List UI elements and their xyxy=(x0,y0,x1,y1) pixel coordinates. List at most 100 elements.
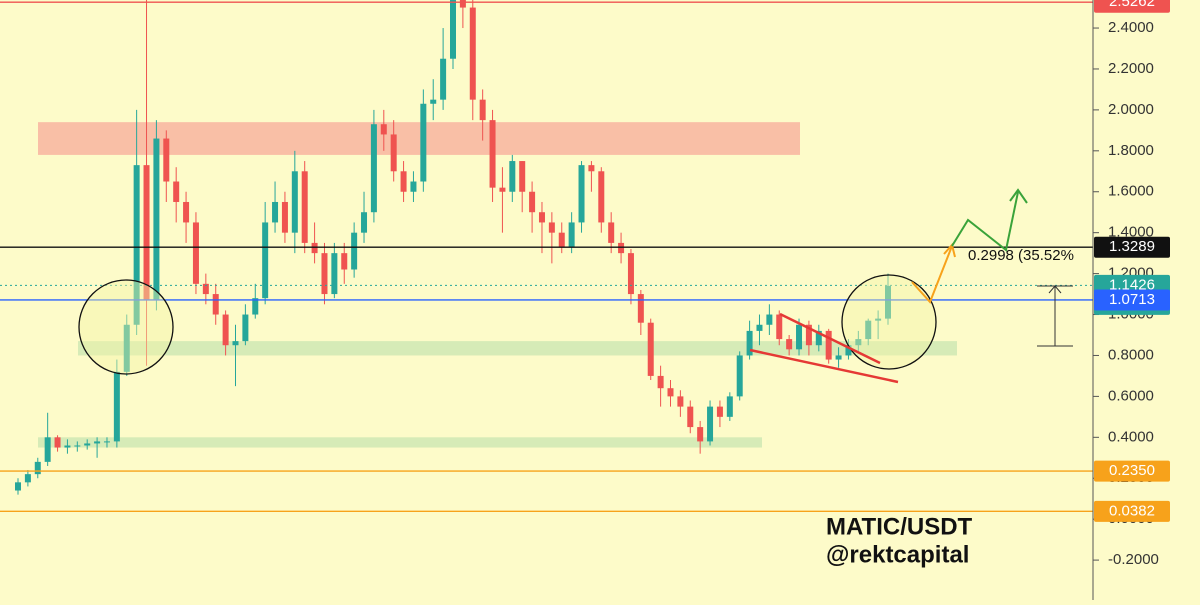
candle-body xyxy=(815,330,822,346)
candle-body xyxy=(281,201,288,233)
y-tick-label: 1.6000 xyxy=(1108,183,1154,200)
candle-body xyxy=(796,324,803,350)
highlight-circle xyxy=(841,274,937,370)
candle-body xyxy=(519,161,526,192)
candle-body xyxy=(716,406,723,417)
candle-body xyxy=(143,165,150,301)
candle-body xyxy=(509,161,516,192)
projection-arrow xyxy=(911,245,953,304)
candle-body xyxy=(558,232,565,247)
candle-body xyxy=(44,437,51,462)
chart-subtitle: @rektcapital xyxy=(826,541,969,568)
candle-body xyxy=(370,124,377,213)
price-badge xyxy=(1094,0,1170,13)
candle-body xyxy=(865,320,872,340)
candle-body xyxy=(756,324,763,331)
candle-body xyxy=(568,222,575,247)
candle-body xyxy=(805,324,812,346)
candle-body xyxy=(103,441,110,443)
candle-body xyxy=(450,0,456,59)
candle-body xyxy=(232,341,239,346)
measure-label: 0.2998 (35.52% xyxy=(968,247,1074,264)
candle-body xyxy=(529,191,536,213)
candle-body xyxy=(776,314,783,340)
candle-body xyxy=(341,253,348,270)
zone xyxy=(78,341,957,356)
price-badge-label: 2.5262 xyxy=(1109,0,1155,10)
candle-body xyxy=(64,445,71,448)
candle-body xyxy=(637,294,644,323)
candle-body xyxy=(469,7,476,100)
candle-body xyxy=(707,406,714,442)
candle-body xyxy=(420,103,427,182)
candle-body xyxy=(835,355,842,360)
price-badge xyxy=(1094,500,1170,522)
candle-body xyxy=(252,298,259,315)
candle-body xyxy=(618,242,625,254)
candle-body xyxy=(390,134,397,172)
candle-body xyxy=(173,181,180,202)
y-tick-label: 0.8000 xyxy=(1108,346,1154,363)
y-tick-label: 2.2000 xyxy=(1108,60,1154,77)
candle-body xyxy=(825,330,832,360)
candle-body xyxy=(34,461,41,475)
zone xyxy=(38,122,800,155)
candle-body xyxy=(687,406,694,428)
candle-body xyxy=(262,222,269,299)
candle-body xyxy=(222,314,229,346)
candle-body xyxy=(361,212,368,233)
candle-body xyxy=(311,242,318,254)
candle-body xyxy=(242,314,249,342)
candle-body xyxy=(351,232,358,270)
candle-body xyxy=(578,165,585,223)
candle-body xyxy=(113,371,120,442)
candle-body xyxy=(15,482,21,491)
candle-body xyxy=(786,339,793,350)
candle-body xyxy=(400,171,407,192)
candle-body xyxy=(548,222,555,233)
candle-body xyxy=(54,437,61,448)
candle-body xyxy=(875,318,882,321)
candle-body xyxy=(212,294,219,315)
wedge-line xyxy=(779,312,881,365)
candle-body xyxy=(627,253,634,295)
arrow-head xyxy=(1048,285,1062,294)
candle-body xyxy=(459,0,466,8)
y-tick-label: 2.0000 xyxy=(1108,101,1154,118)
candle-body xyxy=(301,171,308,243)
arrow-head xyxy=(1009,188,1028,204)
candle-body xyxy=(726,396,733,417)
candle-body xyxy=(183,201,190,223)
candle-body xyxy=(677,396,684,407)
zone xyxy=(38,437,762,448)
candle-body xyxy=(440,58,447,100)
price-badge-label: 1.1426 xyxy=(1109,276,1155,293)
candle-body xyxy=(736,355,743,397)
candle-body xyxy=(94,441,101,444)
candle-body xyxy=(331,253,338,295)
price-badge xyxy=(1094,460,1170,482)
projection-arrow xyxy=(951,191,1019,252)
candle-body xyxy=(855,339,862,346)
price-badge-label: 0.0382 xyxy=(1109,502,1155,519)
candle-body xyxy=(598,171,605,223)
chart-title: MATIC/USDT xyxy=(826,513,973,540)
candle-body xyxy=(845,345,852,356)
candle-body xyxy=(123,324,130,372)
price-badge-label: 0.2350 xyxy=(1109,462,1155,479)
candle-body xyxy=(272,201,279,223)
candle-body xyxy=(538,212,545,223)
y-tick-label: 0.6000 xyxy=(1108,387,1154,404)
y-tick-label: 1.4000 xyxy=(1108,224,1154,241)
candle-body xyxy=(133,165,140,325)
highlight-circle xyxy=(78,279,174,375)
candle-body xyxy=(608,222,615,243)
price-badge-label: 1.3289 xyxy=(1109,238,1155,255)
candle-body xyxy=(410,181,417,192)
candle-body xyxy=(479,99,486,121)
candle-body xyxy=(192,222,199,284)
candles xyxy=(15,0,891,495)
price-badge xyxy=(1094,289,1170,311)
y-tick-label: -0.2000 xyxy=(1108,551,1159,568)
